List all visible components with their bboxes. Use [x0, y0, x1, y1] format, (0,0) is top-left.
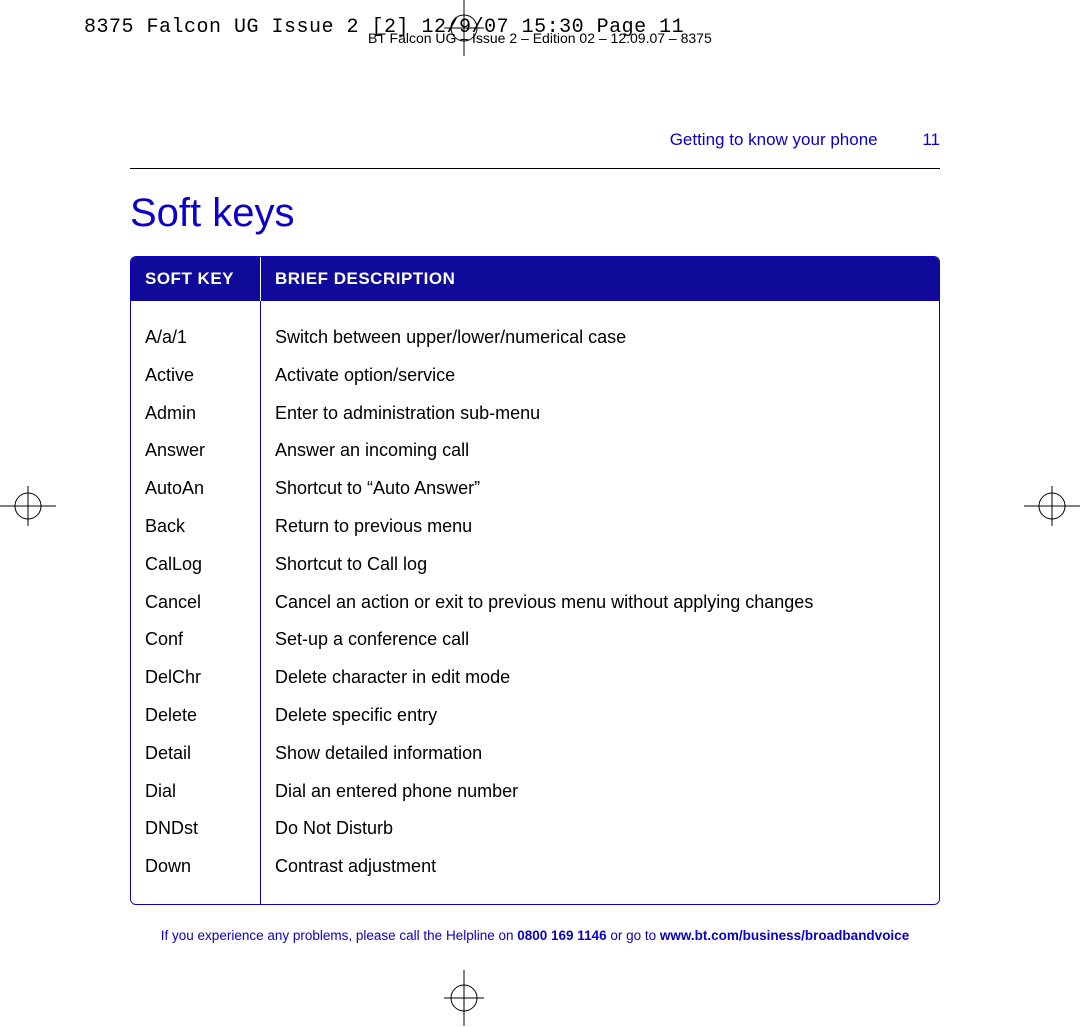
header-rule [130, 168, 940, 169]
softkey-table: SOFT KEY BRIEF DESCRIPTION A/a/1 Active … [130, 256, 940, 905]
section-title: Soft keys [130, 191, 940, 236]
page-number: 11 [922, 130, 940, 150]
cell-key: Answer [145, 432, 246, 470]
cell-key: Back [145, 508, 246, 546]
table-header-softkey: SOFT KEY [131, 257, 261, 301]
cell-desc: Set-up a conference call [275, 621, 925, 659]
cell-key: Active [145, 357, 246, 395]
cell-key: DelChr [145, 659, 246, 697]
cell-desc: Return to previous menu [275, 508, 925, 546]
cell-key: Detail [145, 735, 246, 773]
cell-desc: Delete specific entry [275, 697, 925, 735]
table-body: A/a/1 Active Admin Answer AutoAn Back Ca… [131, 301, 939, 904]
footer-url: www.bt.com/business/broadbandvoice [660, 928, 909, 943]
table-header-row: SOFT KEY BRIEF DESCRIPTION [131, 257, 939, 301]
page-content: Getting to know your phone 11 Soft keys … [130, 130, 940, 905]
cell-desc: Answer an incoming call [275, 432, 925, 470]
cell-key: Delete [145, 697, 246, 735]
running-head: Getting to know your phone 11 [130, 130, 940, 150]
cell-desc: Shortcut to Call log [275, 546, 925, 584]
table-header-description: BRIEF DESCRIPTION [261, 257, 939, 301]
cell-key: Conf [145, 621, 246, 659]
cell-key: CalLog [145, 546, 246, 584]
document-page: 8375 Falcon UG Issue 2 [2] 12/9/07 15:30… [0, 0, 1080, 1027]
prepress-slug-small: BT Falcon UG – Issue 2 – Edition 02 – 12… [368, 30, 712, 46]
cell-desc: Switch between upper/lower/numerical cas… [275, 319, 925, 357]
cell-key: AutoAn [145, 470, 246, 508]
crop-mark-right [1024, 486, 1080, 526]
cell-key: Cancel [145, 584, 246, 622]
cell-desc: Cancel an action or exit to previous men… [275, 584, 925, 622]
running-head-section: Getting to know your phone [670, 130, 878, 149]
cell-key: Dial [145, 773, 246, 811]
footer-prefix: If you experience any problems, please c… [161, 928, 517, 943]
footer-phone: 0800 169 1146 [517, 928, 606, 943]
cell-desc: Enter to administration sub-menu [275, 395, 925, 433]
cell-key: Admin [145, 395, 246, 433]
cell-desc: Dial an entered phone number [275, 773, 925, 811]
cell-desc: Do Not Disturb [275, 810, 925, 848]
cell-key: DNDst [145, 810, 246, 848]
cell-desc: Activate option/service [275, 357, 925, 395]
table-col-softkey: A/a/1 Active Admin Answer AutoAn Back Ca… [131, 301, 261, 904]
cell-desc: Shortcut to “Auto Answer” [275, 470, 925, 508]
crop-mark-bottom [444, 970, 484, 1026]
footer-helpline: If you experience any problems, please c… [130, 928, 940, 943]
cell-key: A/a/1 [145, 319, 246, 357]
table-col-description: Switch between upper/lower/numerical cas… [261, 301, 939, 904]
cell-desc: Delete character in edit mode [275, 659, 925, 697]
cell-desc: Contrast adjustment [275, 848, 925, 886]
crop-mark-left [0, 486, 56, 526]
footer-mid: or go to [607, 928, 660, 943]
cell-key: Down [145, 848, 246, 886]
cell-desc: Show detailed information [275, 735, 925, 773]
